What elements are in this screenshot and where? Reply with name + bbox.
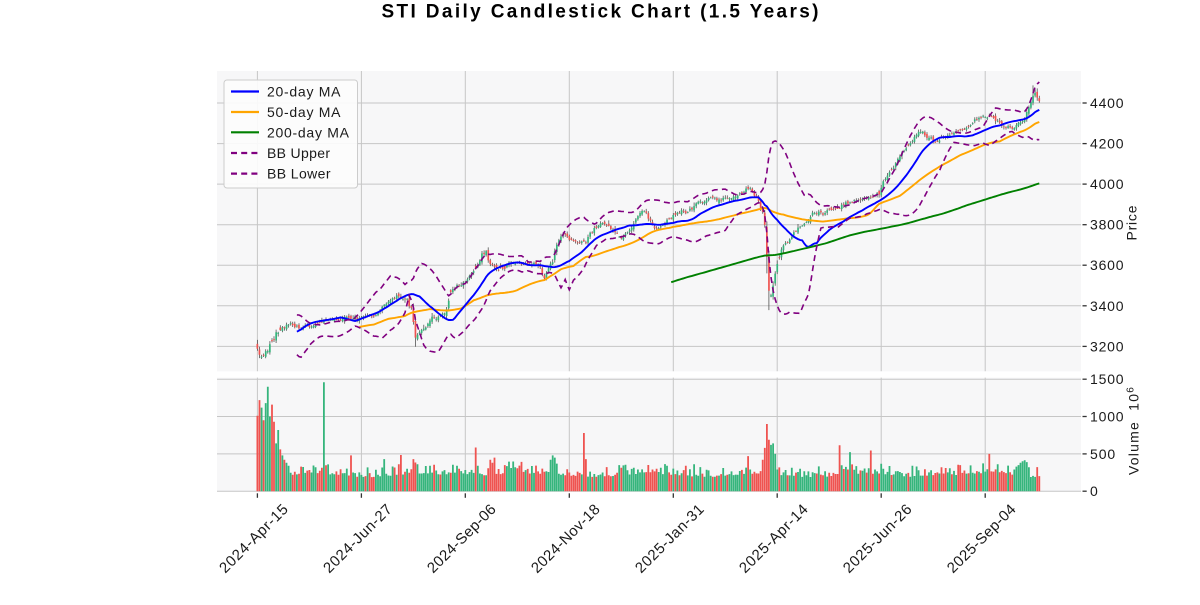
svg-text:BB Upper: BB Upper [267, 145, 330, 161]
svg-text:1000: 1000 [1090, 409, 1124, 425]
svg-text:50-day MA: 50-day MA [267, 104, 341, 120]
svg-text:500: 500 [1090, 446, 1115, 462]
svg-text:3200: 3200 [1090, 338, 1124, 354]
svg-text:STI Daily Candlestick Chart (1: STI Daily Candlestick Chart (1.5 Years) [382, 2, 819, 23]
svg-text:20-day MA: 20-day MA [267, 84, 341, 100]
svg-text:1500: 1500 [1090, 371, 1124, 387]
svg-text:4400: 4400 [1090, 95, 1124, 111]
svg-text:200-day MA: 200-day MA [267, 124, 350, 140]
svg-text:4200: 4200 [1090, 136, 1124, 152]
svg-text:0: 0 [1090, 483, 1098, 499]
svg-text:4000: 4000 [1090, 176, 1124, 192]
svg-text:Volume 106: Volume 106 [1126, 387, 1142, 475]
svg-text:BB Lower: BB Lower [267, 166, 331, 182]
svg-text:3600: 3600 [1090, 257, 1124, 273]
svg-text:Price: Price [1124, 205, 1140, 240]
svg-text:3400: 3400 [1090, 298, 1124, 314]
svg-text:3800: 3800 [1090, 217, 1124, 233]
